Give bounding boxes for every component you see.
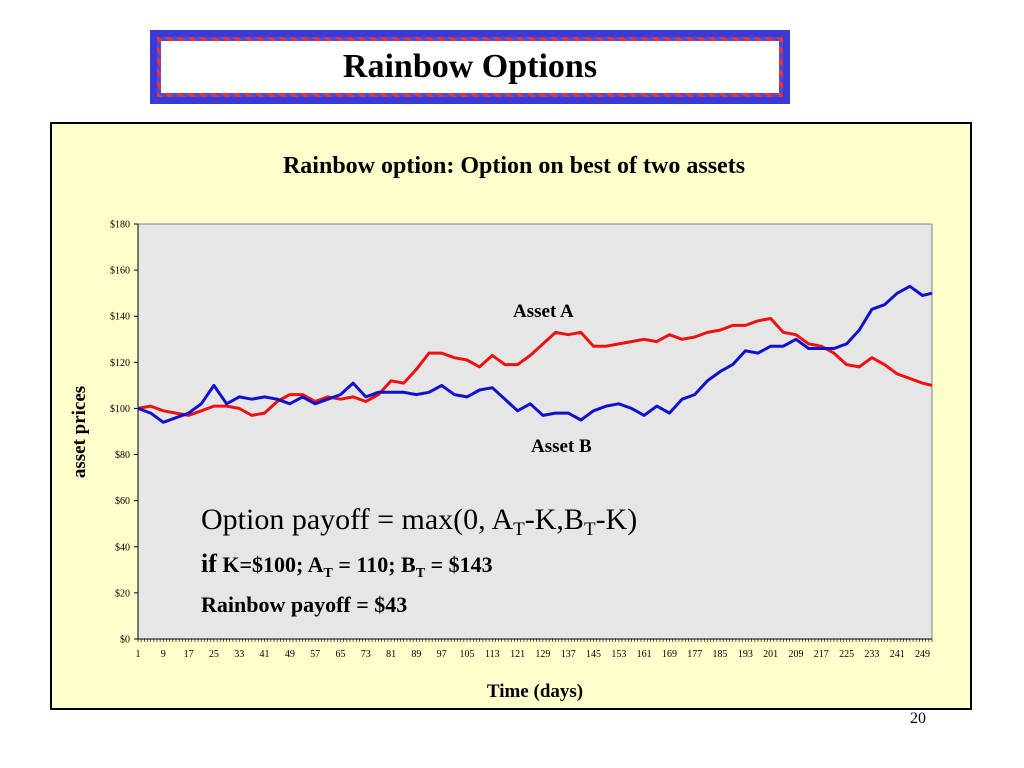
x-tick-label: 177 bbox=[687, 649, 702, 660]
condition-mid: = 110; B bbox=[333, 552, 416, 577]
x-tick-label: 17 bbox=[184, 649, 194, 660]
series-line-asset-b bbox=[137, 284, 933, 424]
slide-title: Rainbow Options bbox=[342, 48, 598, 85]
x-tick-label: 121 bbox=[510, 649, 525, 660]
condition-sub-1: T bbox=[324, 566, 334, 581]
x-tick-label: 9 bbox=[161, 649, 166, 660]
y-tick-label: $20 bbox=[115, 588, 130, 599]
payoff-end: -K) bbox=[596, 503, 638, 536]
y-tick-label: $140 bbox=[110, 312, 130, 323]
x-tick-label: 73 bbox=[361, 649, 371, 660]
condition-if: if bbox=[201, 549, 217, 578]
y-tick-label: $100 bbox=[110, 404, 130, 415]
condition-sub-2: T bbox=[416, 566, 426, 581]
chart-title: Rainbow option: Option on best of two as… bbox=[283, 153, 745, 179]
x-tick-label: 105 bbox=[459, 649, 474, 660]
x-tick-label: 209 bbox=[788, 649, 803, 660]
series-line-asset-a bbox=[137, 317, 933, 417]
x-tick-label: 233 bbox=[864, 649, 879, 660]
y-axis-label: asset prices bbox=[69, 386, 90, 478]
payoff-sub-1: T bbox=[513, 519, 525, 540]
payoff-formula: Option payoff = max(0, AT-K,BT-K) bbox=[201, 503, 637, 540]
payoff-sub-2: T bbox=[584, 519, 596, 540]
x-tick-label: 145 bbox=[586, 649, 601, 660]
payoff-mid: -K,B bbox=[525, 503, 584, 536]
x-tick-label: 89 bbox=[411, 649, 421, 660]
y-tick-label: $0 bbox=[120, 635, 130, 646]
x-tick-label: 97 bbox=[437, 649, 447, 660]
x-tick-label: 185 bbox=[713, 649, 728, 660]
slide-title-frame: Rainbow Options bbox=[150, 30, 790, 104]
payoff-main: Option payoff = max(0, A bbox=[201, 503, 513, 536]
y-tick-label: $60 bbox=[115, 496, 130, 507]
x-tick-label: 137 bbox=[561, 649, 576, 660]
condition-end: = $143 bbox=[425, 552, 493, 577]
x-tick-label: 65 bbox=[335, 649, 345, 660]
x-tick-label: 217 bbox=[814, 649, 829, 660]
x-tick-label: 225 bbox=[839, 649, 854, 660]
y-tick-label: $120 bbox=[110, 358, 130, 369]
x-tick-label: 81 bbox=[386, 649, 396, 660]
x-tick-label: 49 bbox=[285, 649, 295, 660]
y-axis: $0 $20 $40 $60 $80 $100 $120 $140 $160 $180 bbox=[110, 220, 139, 646]
payoff-condition: if K=$100; AT = 110; BT = $143 bbox=[201, 549, 493, 581]
slide-number: 20 bbox=[910, 710, 926, 727]
y-tick-label: $180 bbox=[110, 220, 130, 231]
y-tick-label: $160 bbox=[110, 266, 130, 277]
slide-title-box: Rainbow Options bbox=[161, 41, 779, 93]
x-axis: 1 9 17 25 33 41 49 57 65 73 81 89 97 105 113 121 129 137 1… bbox=[136, 638, 933, 660]
y-tick-label: $40 bbox=[115, 542, 130, 553]
x-tick-label: 193 bbox=[738, 649, 753, 660]
asset-a-label: Asset A bbox=[513, 301, 574, 322]
x-tick-label: 161 bbox=[637, 649, 652, 660]
plot-area bbox=[137, 223, 933, 640]
x-tick-label: 25 bbox=[209, 649, 219, 660]
x-tick-label: 241 bbox=[890, 649, 905, 660]
x-tick-label: 153 bbox=[611, 649, 626, 660]
x-tick-label: 169 bbox=[662, 649, 677, 660]
condition-k: K=$100; A bbox=[217, 552, 324, 577]
chart-panel: Rainbow option: Option on best of two as… bbox=[50, 122, 972, 710]
x-tick-label: 41 bbox=[260, 649, 270, 660]
y-tick-label: $80 bbox=[115, 450, 130, 461]
x-tick-label: 201 bbox=[763, 649, 778, 660]
x-axis-label: Time (days) bbox=[487, 681, 583, 702]
chart-svg: Rainbow option: Option on best of two as… bbox=[69, 153, 933, 702]
payoff-result: Rainbow payoff = $43 bbox=[201, 592, 407, 617]
series-layer bbox=[137, 284, 933, 424]
x-tick-label: 33 bbox=[234, 649, 244, 660]
x-tick-label: 129 bbox=[535, 649, 550, 660]
asset-b-label: Asset B bbox=[531, 436, 592, 457]
x-tick-label: 249 bbox=[915, 649, 930, 660]
x-tick-label: 1 bbox=[136, 649, 141, 660]
x-tick-label: 113 bbox=[485, 649, 500, 660]
x-tick-label: 57 bbox=[310, 649, 320, 660]
